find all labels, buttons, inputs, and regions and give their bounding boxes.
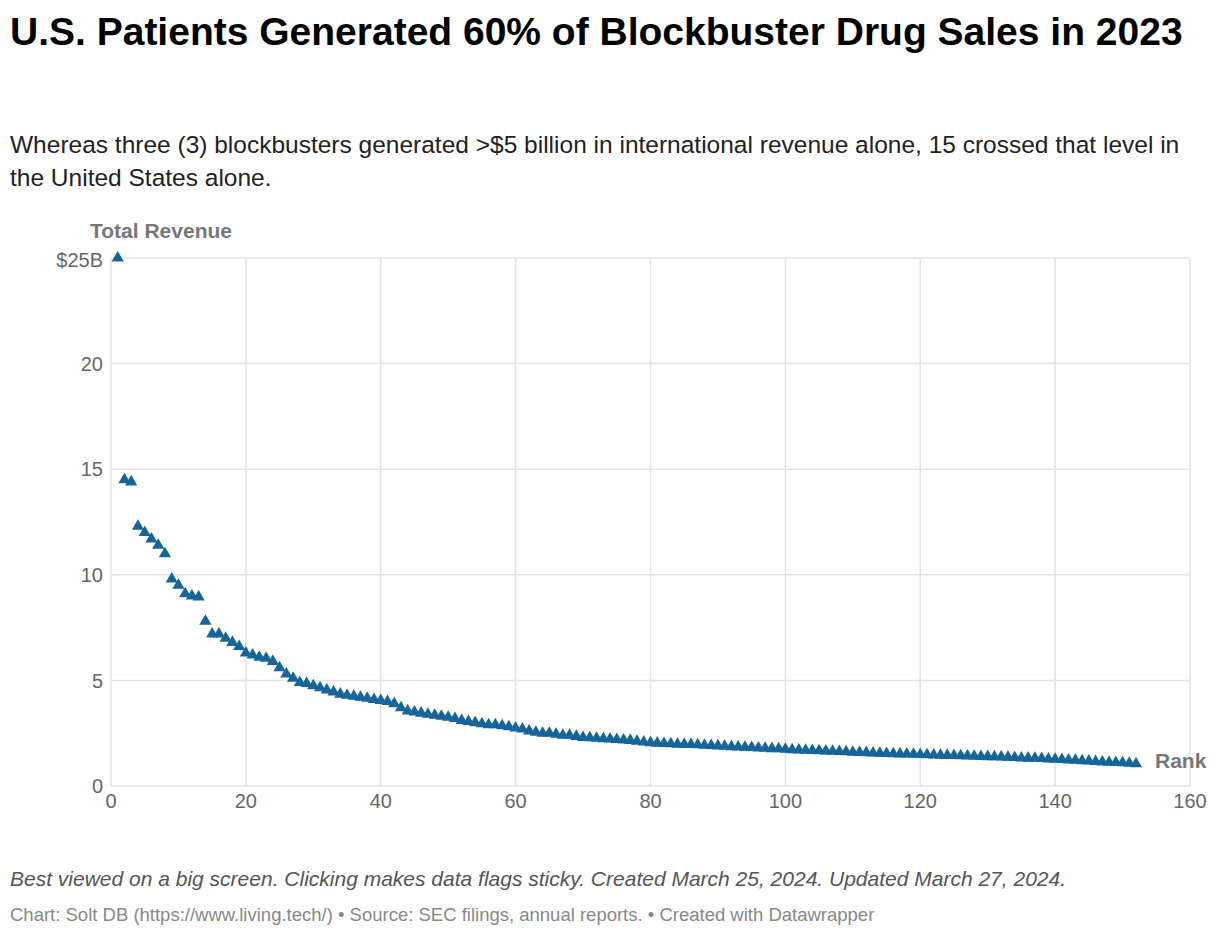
svg-text:20: 20 bbox=[235, 790, 257, 812]
svg-text:20: 20 bbox=[81, 353, 103, 375]
svg-text:60: 60 bbox=[505, 790, 527, 812]
html-text:Rank: Rank bbox=[1155, 749, 1207, 772]
svg-text:10: 10 bbox=[81, 564, 103, 586]
svg-text:120: 120 bbox=[904, 790, 937, 812]
svg-text:5: 5 bbox=[92, 670, 103, 692]
svg-text:100: 100 bbox=[769, 790, 802, 812]
svg-text:160: 160 bbox=[1173, 790, 1206, 812]
svg-text:140: 140 bbox=[1038, 790, 1071, 812]
html-text:Chart: Solt DB (https://www.li: Chart: Solt DB (https://www.living.tech/… bbox=[10, 904, 875, 925]
svg-text:80: 80 bbox=[639, 790, 661, 812]
html-text:Whereas three (3) blockbusters: Whereas three (3) blockbusters generated… bbox=[10, 131, 1180, 191]
svg-text:0: 0 bbox=[92, 775, 103, 797]
svg-text:40: 40 bbox=[370, 790, 392, 812]
svg-text:15: 15 bbox=[81, 458, 103, 480]
html-text:U.S. Patients Generated 60% of: U.S. Patients Generated 60% of Blockbust… bbox=[10, 10, 1183, 53]
html-text:Total Revenue: Total Revenue bbox=[90, 219, 232, 242]
svg-text:$25B: $25B bbox=[56, 249, 103, 271]
svg-text:0: 0 bbox=[105, 790, 116, 812]
html-text:Best viewed on a big screen. C: Best viewed on a big screen. Clicking ma… bbox=[10, 867, 1066, 890]
